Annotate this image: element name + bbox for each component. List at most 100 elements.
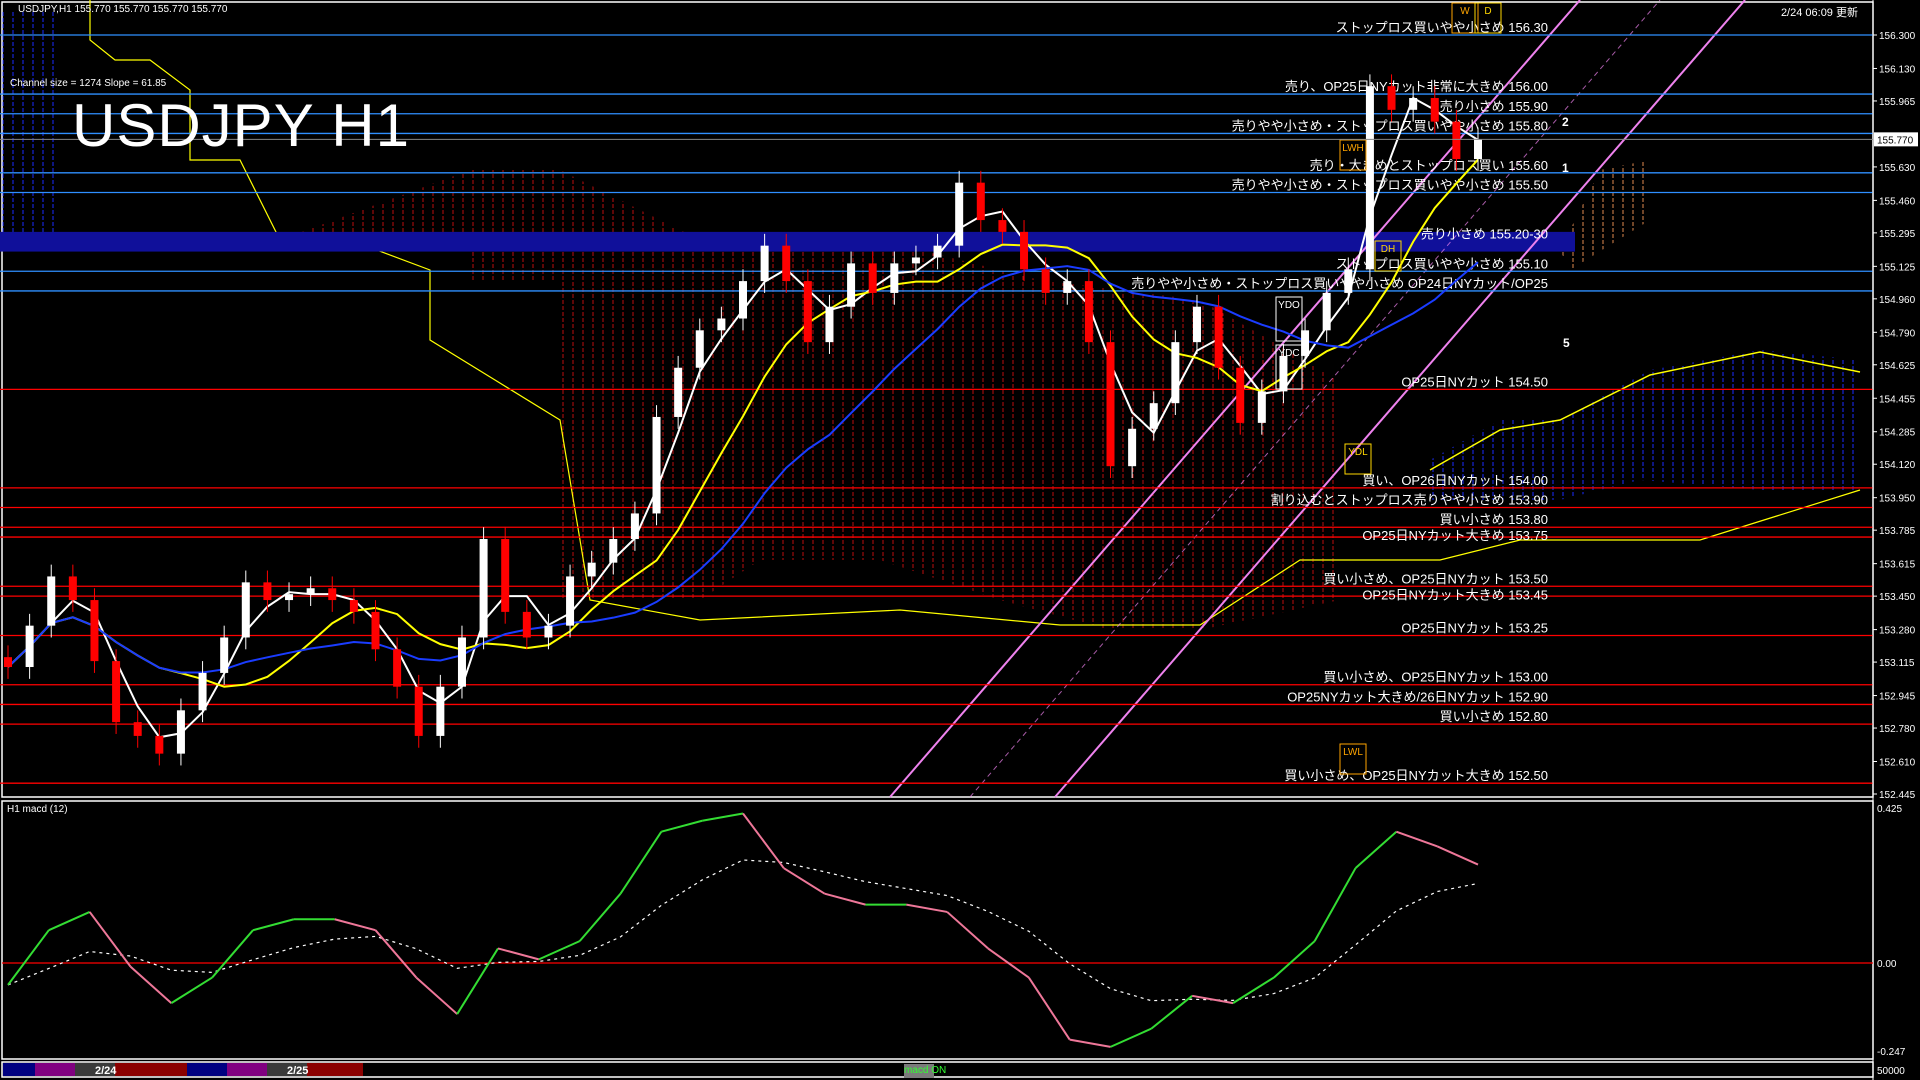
macd-segment (661, 819, 703, 833)
candle-body (587, 562, 596, 577)
macd-segment (7, 929, 50, 986)
candle-body (674, 367, 683, 417)
candle-body (414, 686, 423, 736)
axis-tick-label: 156.130 (1879, 64, 1916, 75)
candle-body (47, 576, 56, 626)
chart-title: USDJPY H1 (72, 92, 411, 159)
axis-tick-label: 153.950 (1879, 494, 1916, 505)
level-box-label: YDO (1278, 300, 1300, 311)
candle-body (1084, 281, 1093, 343)
candle-body (1236, 367, 1245, 423)
candle-body (1322, 292, 1331, 331)
level-box-label: LWH (1342, 143, 1363, 154)
zone-band (0, 231, 1575, 252)
candle-body (1106, 342, 1115, 467)
macd-segment (1069, 1038, 1111, 1048)
candle-body (1128, 428, 1137, 467)
level-label: 買い小さめ、OP25日NYカット 153.00 (1323, 670, 1548, 685)
axis-tick-label: 153.450 (1879, 592, 1916, 603)
level-box (1474, 2, 1502, 34)
level-box (1451, 2, 1479, 34)
candle-body (825, 306, 834, 343)
candle-body (847, 263, 856, 307)
level-label: 買い小さめ、OP25日NYカット大きめ 152.50 (1284, 768, 1548, 783)
macd-segment (1354, 830, 1397, 869)
candle-body (457, 637, 466, 687)
macd-segment (1232, 976, 1275, 1004)
candle-body (1171, 342, 1180, 404)
candle-body (782, 245, 791, 282)
macd-segment (987, 947, 1030, 979)
axis-tick-label: 154.625 (1879, 361, 1916, 372)
macd-segment (578, 893, 622, 942)
cloud-blue-left (0, 10, 55, 240)
axis-tick-label: 153.785 (1879, 526, 1916, 537)
candle-body (890, 263, 899, 293)
candle-body (220, 637, 229, 673)
session-block (3, 1063, 35, 1076)
current-price-box (1874, 132, 1918, 147)
candle-body (1149, 403, 1158, 429)
candle-body (371, 611, 380, 650)
candle-body (90, 600, 99, 662)
candle-body (976, 182, 985, 221)
session-block (75, 1063, 115, 1076)
candle-body (263, 582, 272, 601)
macd-pane-border (1, 800, 1874, 1060)
candle-body (155, 735, 164, 754)
axis-tick-label: 152.780 (1879, 724, 1916, 735)
axis-tick-label: 155.460 (1879, 196, 1916, 207)
candles (4, 74, 1482, 766)
macd-segment (211, 929, 254, 979)
channel-info: Channel size = 1274 Slope = 61.85 (10, 78, 167, 89)
cloud-span-a (1429, 351, 1861, 471)
wave-label: 1 (1562, 161, 1569, 175)
axis-tick-label: 155.125 (1879, 262, 1916, 273)
candle-body (1020, 231, 1029, 270)
macd-segment (742, 812, 785, 869)
candle-body (1409, 98, 1418, 110)
session-block (187, 1063, 227, 1076)
axis-tick-label: 154.455 (1879, 394, 1916, 405)
candle-body (1452, 121, 1461, 160)
candle-body (1192, 306, 1201, 343)
candle-body (998, 220, 1007, 232)
macd-segment (374, 929, 418, 979)
macd-axis-label: 0.00 (1877, 959, 1897, 970)
macd-segment (129, 965, 172, 1004)
level-label: ストップロス買いやや小さめ 155.10 (1336, 256, 1548, 271)
macd-segment (619, 831, 663, 895)
update-time: 2/24 06:09 更新 (1780, 7, 1858, 19)
level-box (1339, 139, 1367, 171)
candle-body (868, 263, 877, 293)
candle-body (1365, 86, 1374, 270)
candle-body (176, 710, 185, 754)
level-box (1344, 443, 1372, 475)
candle-body (1430, 98, 1439, 122)
candle-body (566, 576, 575, 626)
candle-body (241, 582, 250, 638)
macd-toggle-button[interactable]: macd ON (904, 1064, 947, 1078)
macd-segment (334, 918, 376, 932)
session-block (115, 1063, 187, 1076)
level-label: 買い小さめ 153.80 (1440, 512, 1548, 527)
macd-segment (497, 947, 540, 961)
candle-body (393, 649, 402, 687)
candle-body (349, 600, 358, 612)
macd-axis-label: 0.425 (1877, 804, 1902, 815)
level-box-label: YDC (1278, 348, 1299, 359)
candle-body (133, 722, 142, 736)
macd-axis-label: -0.247 (1877, 1047, 1906, 1058)
axis-tick-label: 152.945 (1879, 692, 1916, 703)
macd-segment (1150, 995, 1193, 1030)
macd-segment (88, 911, 132, 968)
axis-tick-label: 153.615 (1879, 560, 1916, 571)
axis-tick-label: 153.280 (1879, 626, 1916, 637)
macd-signal-line (7, 859, 1479, 1002)
candle-body (285, 594, 294, 601)
candle-body (1474, 139, 1482, 160)
candle-body (1279, 355, 1288, 392)
candle-body (630, 513, 639, 540)
level-label: OP25日NYカット大きめ 153.75 (1362, 528, 1548, 543)
